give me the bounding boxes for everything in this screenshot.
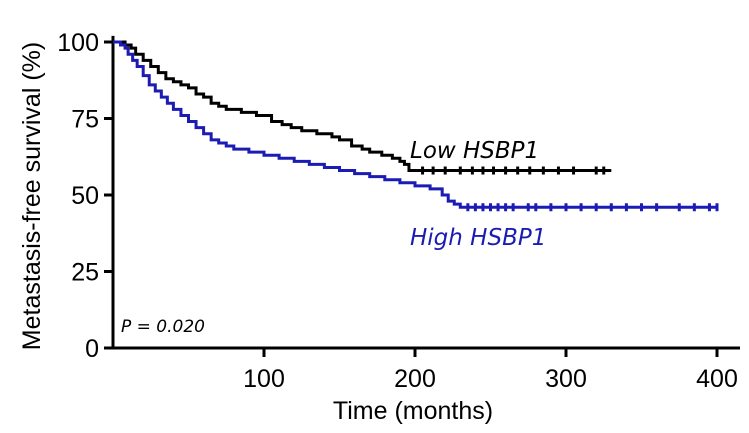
y-tick-label: 100 xyxy=(57,29,99,57)
series-line-low-hsbp1 xyxy=(113,40,612,173)
x-tick-label: 400 xyxy=(696,365,738,393)
y-tick-label: 0 xyxy=(85,335,99,363)
series-label-low-hsbp1: Low HSBP1 xyxy=(410,138,539,164)
x-axis-title: Time (months) xyxy=(333,397,493,425)
series-line-high-hsbp1 xyxy=(113,40,717,209)
x-tick-label: 300 xyxy=(545,365,587,393)
axes xyxy=(104,35,740,357)
y-tick-label: 50 xyxy=(71,182,99,210)
y-axis-title: Metastasis-free survival (%) xyxy=(18,42,46,350)
labels-layer: 0 25 50 75 100 100 200 300 400 xyxy=(57,29,738,393)
p-value-annotation: P = 0.020 xyxy=(121,317,205,337)
series-layer xyxy=(113,40,719,212)
x-tick-label: 100 xyxy=(243,365,285,393)
y-tick-label: 25 xyxy=(71,259,99,287)
x-tick-label: 200 xyxy=(394,365,436,393)
y-tick-label: 75 xyxy=(71,106,99,134)
series-label-high-hsbp1: High HSBP1 xyxy=(410,225,546,251)
